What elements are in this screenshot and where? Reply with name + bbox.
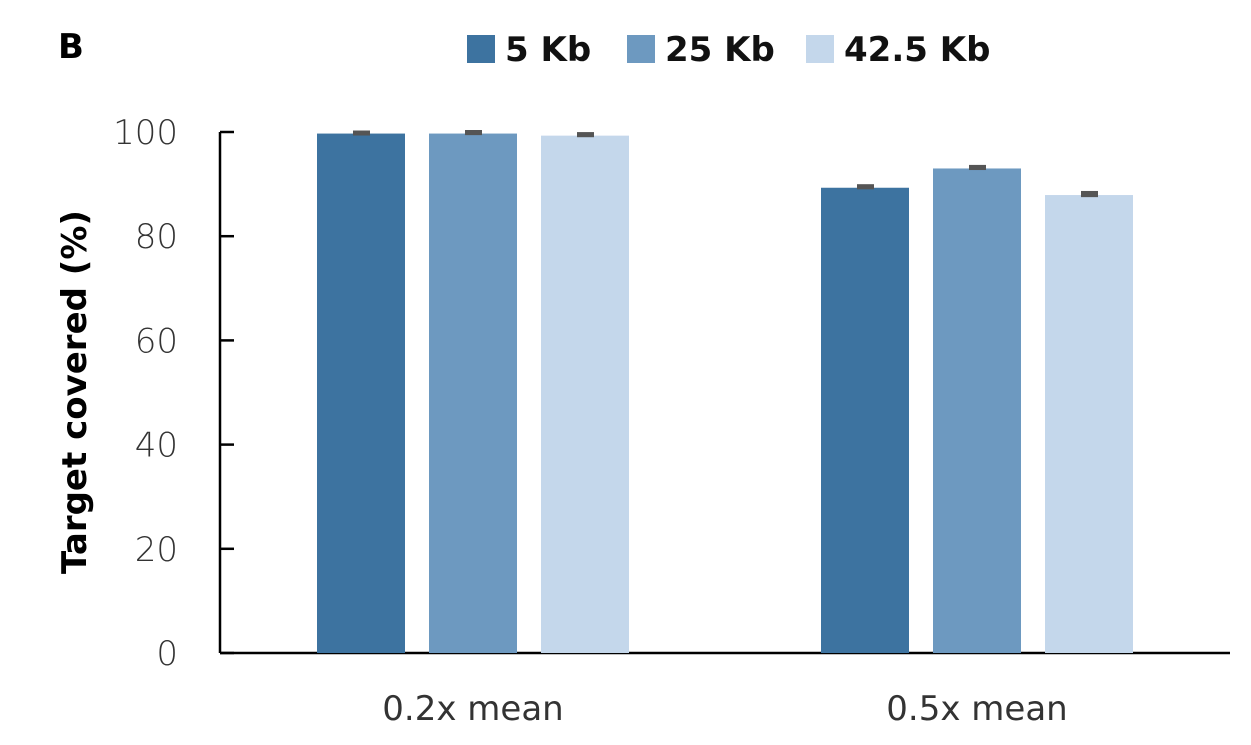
y-tick-label: 20 — [135, 530, 178, 570]
bar — [429, 133, 517, 654]
bar — [1045, 195, 1133, 653]
y-axis-label: Target covered (%) — [55, 210, 95, 574]
bar — [541, 135, 629, 654]
error-bar — [353, 130, 370, 136]
legend-swatch — [806, 35, 834, 63]
y-tick-label: 40 — [135, 426, 178, 466]
legend-swatch — [467, 35, 495, 63]
error-bar — [1081, 190, 1098, 198]
bar — [933, 168, 1021, 653]
error-bar — [969, 164, 986, 171]
y-tick-label: 60 — [135, 321, 178, 361]
y-tick-label: 0 — [156, 634, 178, 674]
legend-swatch — [627, 35, 655, 63]
error-bar — [577, 132, 594, 138]
y-tick-label: 100 — [113, 113, 178, 153]
error-bar — [857, 184, 874, 190]
legend-label: 42.5 Kb — [844, 30, 990, 70]
bar — [821, 187, 909, 653]
axes: 0 20 40 60 80 100 0.2x mean 0.5x mean — [113, 113, 1230, 729]
legend-label: 25 Kb — [665, 30, 775, 70]
y-tick-label: 80 — [135, 217, 178, 257]
x-tick-label: 0.2x mean — [382, 689, 563, 729]
legend: 5 Kb 25 Kb 42.5 Kb — [467, 30, 990, 70]
bars — [317, 130, 1133, 654]
x-tick-label: 0.5x mean — [886, 689, 1067, 729]
legend-label: 5 Kb — [505, 30, 591, 70]
panel-label: B — [58, 27, 84, 67]
error-bar — [465, 130, 482, 136]
bar — [317, 133, 405, 654]
